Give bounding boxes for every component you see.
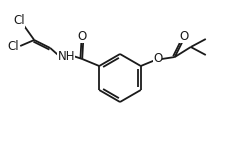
Text: Cl: Cl xyxy=(13,14,25,27)
Text: Cl: Cl xyxy=(7,40,19,53)
Text: O: O xyxy=(78,29,87,42)
Text: NH: NH xyxy=(57,49,75,62)
Text: O: O xyxy=(153,53,162,66)
Text: O: O xyxy=(179,29,188,42)
